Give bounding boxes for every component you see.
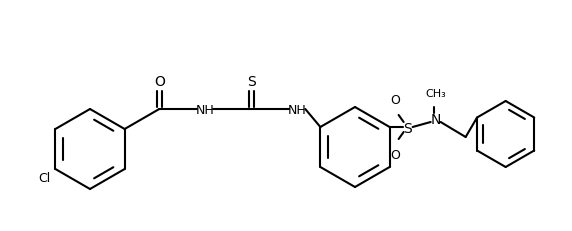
Text: N: N	[431, 112, 441, 126]
Text: S: S	[247, 75, 256, 89]
Text: Cl: Cl	[38, 171, 50, 184]
Text: NH: NH	[288, 104, 307, 117]
Text: O: O	[154, 75, 165, 89]
Text: O: O	[391, 94, 400, 106]
Text: CH₃: CH₃	[425, 89, 446, 99]
Text: O: O	[391, 148, 400, 161]
Text: S: S	[403, 122, 412, 135]
Text: NH: NH	[196, 104, 214, 117]
